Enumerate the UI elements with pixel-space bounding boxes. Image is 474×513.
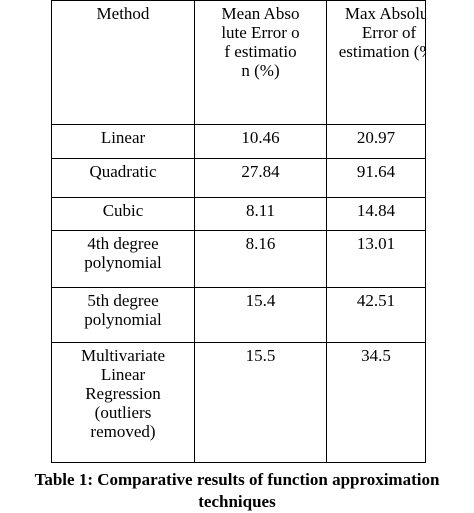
cell-mean: 8.11: [194, 197, 327, 231]
header-row: Method Mean Absolute Error of estimation…: [51, 0, 426, 125]
cell-method: Multivariate Linear Regression (outliers…: [51, 342, 195, 463]
cell-method: Quadratic: [51, 158, 195, 198]
cell-max: 20.97: [326, 124, 426, 159]
caption-line-1: Table 1: Comparative results of function…: [34, 470, 440, 489]
cell-max: 42.51: [326, 287, 426, 343]
cell-max: 34.5: [326, 342, 426, 463]
cell-method-label: 5th degree polynomial: [84, 291, 162, 329]
cell-max: 14.84: [326, 197, 426, 231]
cell-method-label: Multivariate Linear Regression (outliers…: [80, 346, 166, 441]
header-method-label: Method: [96, 4, 150, 23]
table-row: 5th degree polynomial 15.4 42.51: [51, 287, 426, 343]
caption-line-2: techniques: [198, 492, 276, 511]
cell-method: 4th degree polynomial: [51, 230, 195, 288]
cell-mean: 27.84: [194, 158, 327, 198]
results-table: Method Mean Absolute Error of estimation…: [51, 0, 426, 463]
header-max-error-label: Max Absolut Error of estimation (%): [338, 4, 425, 61]
cell-max: 91.64: [326, 158, 426, 198]
cell-mean: 15.5: [194, 342, 327, 463]
table-caption: Table 1: Comparative results of function…: [0, 469, 474, 513]
cell-max: 13.01: [326, 230, 426, 288]
cell-method-label: 4th degree polynomial: [84, 234, 162, 272]
table-row: 4th degree polynomial 8.16 13.01: [51, 230, 426, 288]
table-row: Multivariate Linear Regression (outliers…: [51, 342, 426, 463]
header-mean-error: Mean Absolute Error of estimation (%): [194, 0, 327, 125]
cell-method: Linear: [51, 124, 195, 159]
header-mean-error-label: Mean Absolute Error of estimation (%): [221, 4, 300, 80]
table-row: Cubic 8.11 14.84: [51, 197, 426, 231]
header-max-error: Max Absolut Error of estimation (%): [326, 0, 426, 125]
table-row: Quadratic 27.84 91.64: [51, 158, 426, 198]
cell-method: Cubic: [51, 197, 195, 231]
cell-method: 5th degree polynomial: [51, 287, 195, 343]
cell-mean: 8.16: [194, 230, 327, 288]
cell-mean: 10.46: [194, 124, 327, 159]
table-row: Linear 10.46 20.97: [51, 124, 426, 159]
cell-mean: 15.4: [194, 287, 327, 343]
header-method: Method: [51, 0, 195, 125]
